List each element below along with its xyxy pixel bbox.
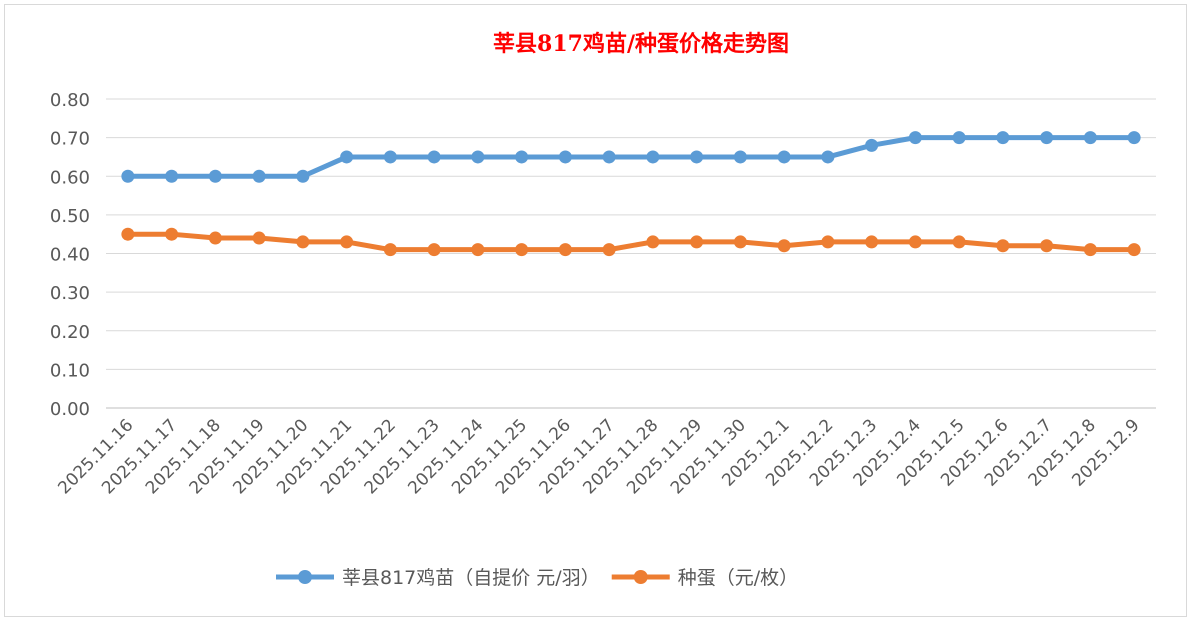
data-point <box>471 243 485 257</box>
data-point <box>602 150 616 164</box>
data-point <box>821 150 835 164</box>
data-point <box>733 235 747 249</box>
data-point <box>908 131 922 145</box>
y-tick-label: 0.80 <box>50 90 90 111</box>
data-point <box>427 150 441 164</box>
data-point <box>340 150 354 164</box>
data-point <box>1040 131 1054 145</box>
data-point <box>165 227 179 241</box>
data-point <box>121 169 135 183</box>
data-point <box>515 243 529 257</box>
data-point <box>1040 239 1054 253</box>
data-point <box>865 235 879 249</box>
y-tick-label: 0.20 <box>50 322 90 343</box>
y-tick-label: 0.60 <box>50 167 90 188</box>
data-point <box>1127 131 1141 145</box>
y-tick-label: 0.30 <box>50 283 90 304</box>
data-point <box>427 243 441 257</box>
data-point <box>646 235 660 249</box>
data-point <box>252 231 266 245</box>
series-line-1 <box>127 231 1135 253</box>
data-point <box>515 150 529 164</box>
data-point <box>952 235 966 249</box>
data-point <box>296 169 310 183</box>
data-point <box>296 235 310 249</box>
data-point <box>558 243 572 257</box>
data-point <box>777 239 791 253</box>
data-point <box>996 131 1010 145</box>
legend-label-0: 莘县817鸡苗（自提价 元/羽） <box>342 567 600 589</box>
data-point <box>383 150 397 164</box>
data-point <box>165 169 179 183</box>
legend-marker-1 <box>633 570 648 584</box>
data-point <box>777 150 791 164</box>
data-point <box>908 235 922 249</box>
data-point <box>690 235 704 249</box>
data-point <box>558 150 572 164</box>
data-point <box>471 150 485 164</box>
legend-marker-0 <box>298 570 312 584</box>
y-tick-label: 0.00 <box>50 399 90 420</box>
data-point <box>821 235 835 249</box>
data-point <box>865 138 879 152</box>
data-point <box>208 169 222 183</box>
data-point <box>340 235 354 249</box>
chart-area: 莘县817鸡苗/种蛋价格走势图 0.00 0.10 0.20 0.30 0.40 0.50 0… <box>4 4 1187 617</box>
data-point <box>952 131 966 145</box>
legend-label-1: 种蛋（元/枚） <box>678 567 798 589</box>
data-point <box>383 243 397 257</box>
data-point <box>733 150 747 164</box>
data-point <box>996 239 1010 253</box>
data-point <box>252 169 266 183</box>
y-tick-label: 0.50 <box>50 206 90 227</box>
line-chart: 莘县817鸡苗/种蛋价格走势图 0.00 0.10 0.20 0.30 0.40 0.50 0… <box>50 31 1156 589</box>
y-tick-label: 0.40 <box>50 245 90 266</box>
data-point <box>121 227 135 241</box>
series-line-0 <box>127 135 1135 179</box>
y-tick-label: 0.10 <box>50 360 90 381</box>
y-tick-label: 0.70 <box>50 129 90 150</box>
data-point <box>208 231 222 245</box>
data-point <box>1083 243 1097 257</box>
data-point <box>1083 131 1097 145</box>
data-point <box>602 243 616 257</box>
data-point <box>690 150 704 164</box>
data-point <box>646 150 660 164</box>
chart-title: 莘县817鸡苗/种蛋价格走势图 <box>493 31 789 57</box>
data-point <box>1127 243 1141 257</box>
